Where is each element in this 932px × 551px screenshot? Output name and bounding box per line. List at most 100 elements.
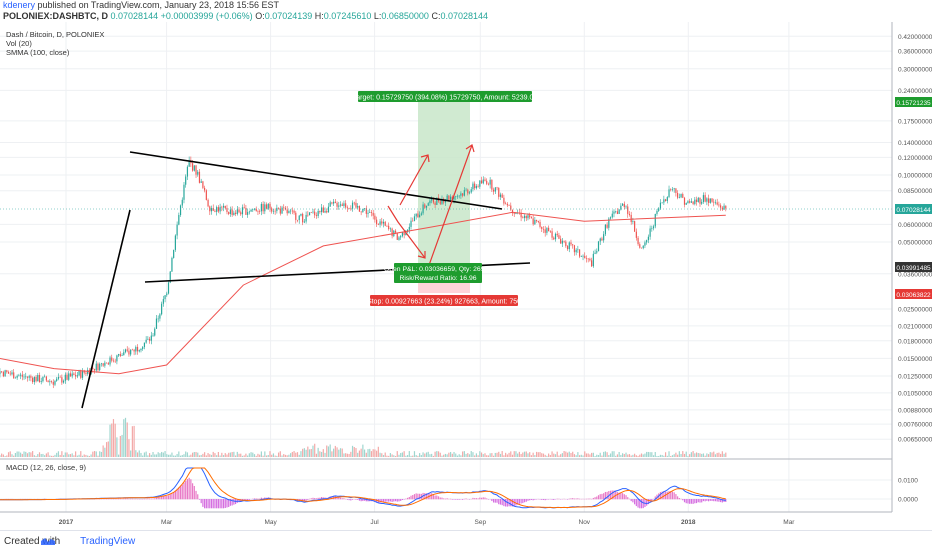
macd-hist-bar (577, 498, 578, 499)
volume-bar (617, 454, 618, 457)
candle-body (321, 207, 322, 212)
volume-bar (478, 455, 479, 457)
volume-bar (299, 455, 300, 457)
macd-hist-bar (450, 499, 451, 500)
candle-body (450, 197, 451, 200)
x-tick-label: Jul (370, 519, 379, 526)
volume-bar (58, 451, 59, 457)
candle-body (548, 228, 549, 231)
volume-bar (693, 451, 694, 457)
volume-bar (517, 454, 518, 457)
volume-bar (10, 451, 11, 457)
volume-bar (276, 456, 277, 457)
volume-bar (173, 456, 174, 457)
macd-hist-bar (703, 499, 704, 501)
macd-hist-bar (307, 499, 308, 500)
candle-body (206, 190, 207, 200)
candle-body (108, 363, 109, 364)
author-link[interactable]: kdenery (3, 0, 35, 10)
macd-hist-bar (498, 499, 499, 504)
macd-hist-bar (495, 499, 496, 503)
volume-bar (603, 452, 604, 457)
candle-body (187, 167, 188, 177)
candle-body (378, 224, 379, 225)
volume-bar (37, 454, 38, 457)
macd-hist-bar (488, 499, 489, 500)
volume-bar (397, 451, 398, 457)
target-zone (418, 102, 470, 265)
target-label[interactable]: Target: 0.15729750 (394.08%) 15729750, A… (353, 91, 538, 102)
volume-bar (218, 452, 219, 457)
volume-bar (307, 447, 308, 457)
stop-label[interactable]: Stop: 0.00927663 (23.24%) 927663, Amount… (367, 295, 521, 306)
candle-body (154, 329, 155, 336)
volume-bar (481, 453, 482, 457)
volume-bar (312, 446, 313, 457)
volume-bar (343, 453, 344, 457)
candle-body (48, 380, 49, 382)
candle-body (357, 206, 358, 208)
candle-body (290, 211, 291, 212)
volume-bar (610, 453, 611, 457)
candle-body (158, 319, 159, 320)
candle-body (8, 372, 9, 374)
macd-hist-bar (607, 492, 608, 499)
time-axis[interactable]: Nov2017MarMayJulSepNov2018Mar (0, 519, 795, 526)
macd-hist-bar (156, 498, 157, 500)
candle-body (397, 233, 398, 240)
volume-bar (17, 451, 18, 457)
x-tick-label: Sep (475, 519, 487, 526)
macd-hist-bar (472, 498, 473, 499)
volume-bar (97, 456, 98, 457)
volume-bar (209, 454, 210, 457)
candle-body (395, 231, 396, 233)
entry-label[interactable]: Open P&L: 0.03036659, Qty: 26949 Risk/Re… (384, 263, 492, 283)
volume-bar (65, 452, 66, 457)
volume-bar (220, 456, 221, 457)
macd-hist-bar (390, 499, 391, 501)
volume-bar (632, 455, 633, 457)
volume-bar (457, 456, 458, 457)
volume-bar (240, 454, 241, 457)
candle-body (543, 229, 544, 230)
candle-body (201, 181, 202, 182)
macd-hist-bar (457, 499, 458, 500)
tradingview-brand[interactable]: TradingView (80, 536, 135, 547)
candle-body (471, 189, 472, 192)
candle-body (311, 212, 312, 213)
candle-body (299, 216, 300, 220)
volume-bar (70, 454, 71, 457)
volume-bar (631, 456, 632, 457)
candle-body (644, 242, 645, 245)
price-chart[interactable]: Target: 0.15729750 (394.08%) 15729750, A… (0, 22, 932, 530)
volume-bar (49, 455, 50, 457)
volume-bar (636, 455, 637, 457)
candle-body (672, 189, 673, 190)
candle-body (151, 336, 152, 341)
volume-bar (627, 454, 628, 457)
macd-hist-bar (484, 498, 485, 500)
candle-body (386, 226, 387, 227)
candle-body (371, 212, 372, 213)
candle-body (686, 203, 687, 205)
price-axis[interactable]: 0.420000000.360000000.300000000.24000000… (898, 34, 932, 444)
volume-bar (684, 454, 685, 457)
smma-line (0, 212, 726, 373)
candle-body (242, 207, 243, 214)
candle-body (213, 208, 214, 211)
volume-bar (718, 453, 719, 457)
y-tick-label: 0.06000000 (898, 222, 932, 229)
y-tick-label: 0.05000000 (898, 240, 932, 247)
macd-hist-bar (567, 499, 568, 500)
volume-bar (287, 455, 288, 457)
volume-bar (338, 450, 339, 457)
candle-body (462, 193, 463, 195)
candle-body (567, 246, 568, 249)
last-price-badge: 0.07028144 (895, 204, 932, 214)
volume-bar (166, 454, 167, 457)
volume-bar (6, 455, 7, 457)
candle-body (23, 377, 24, 378)
volume-bar (558, 456, 559, 457)
